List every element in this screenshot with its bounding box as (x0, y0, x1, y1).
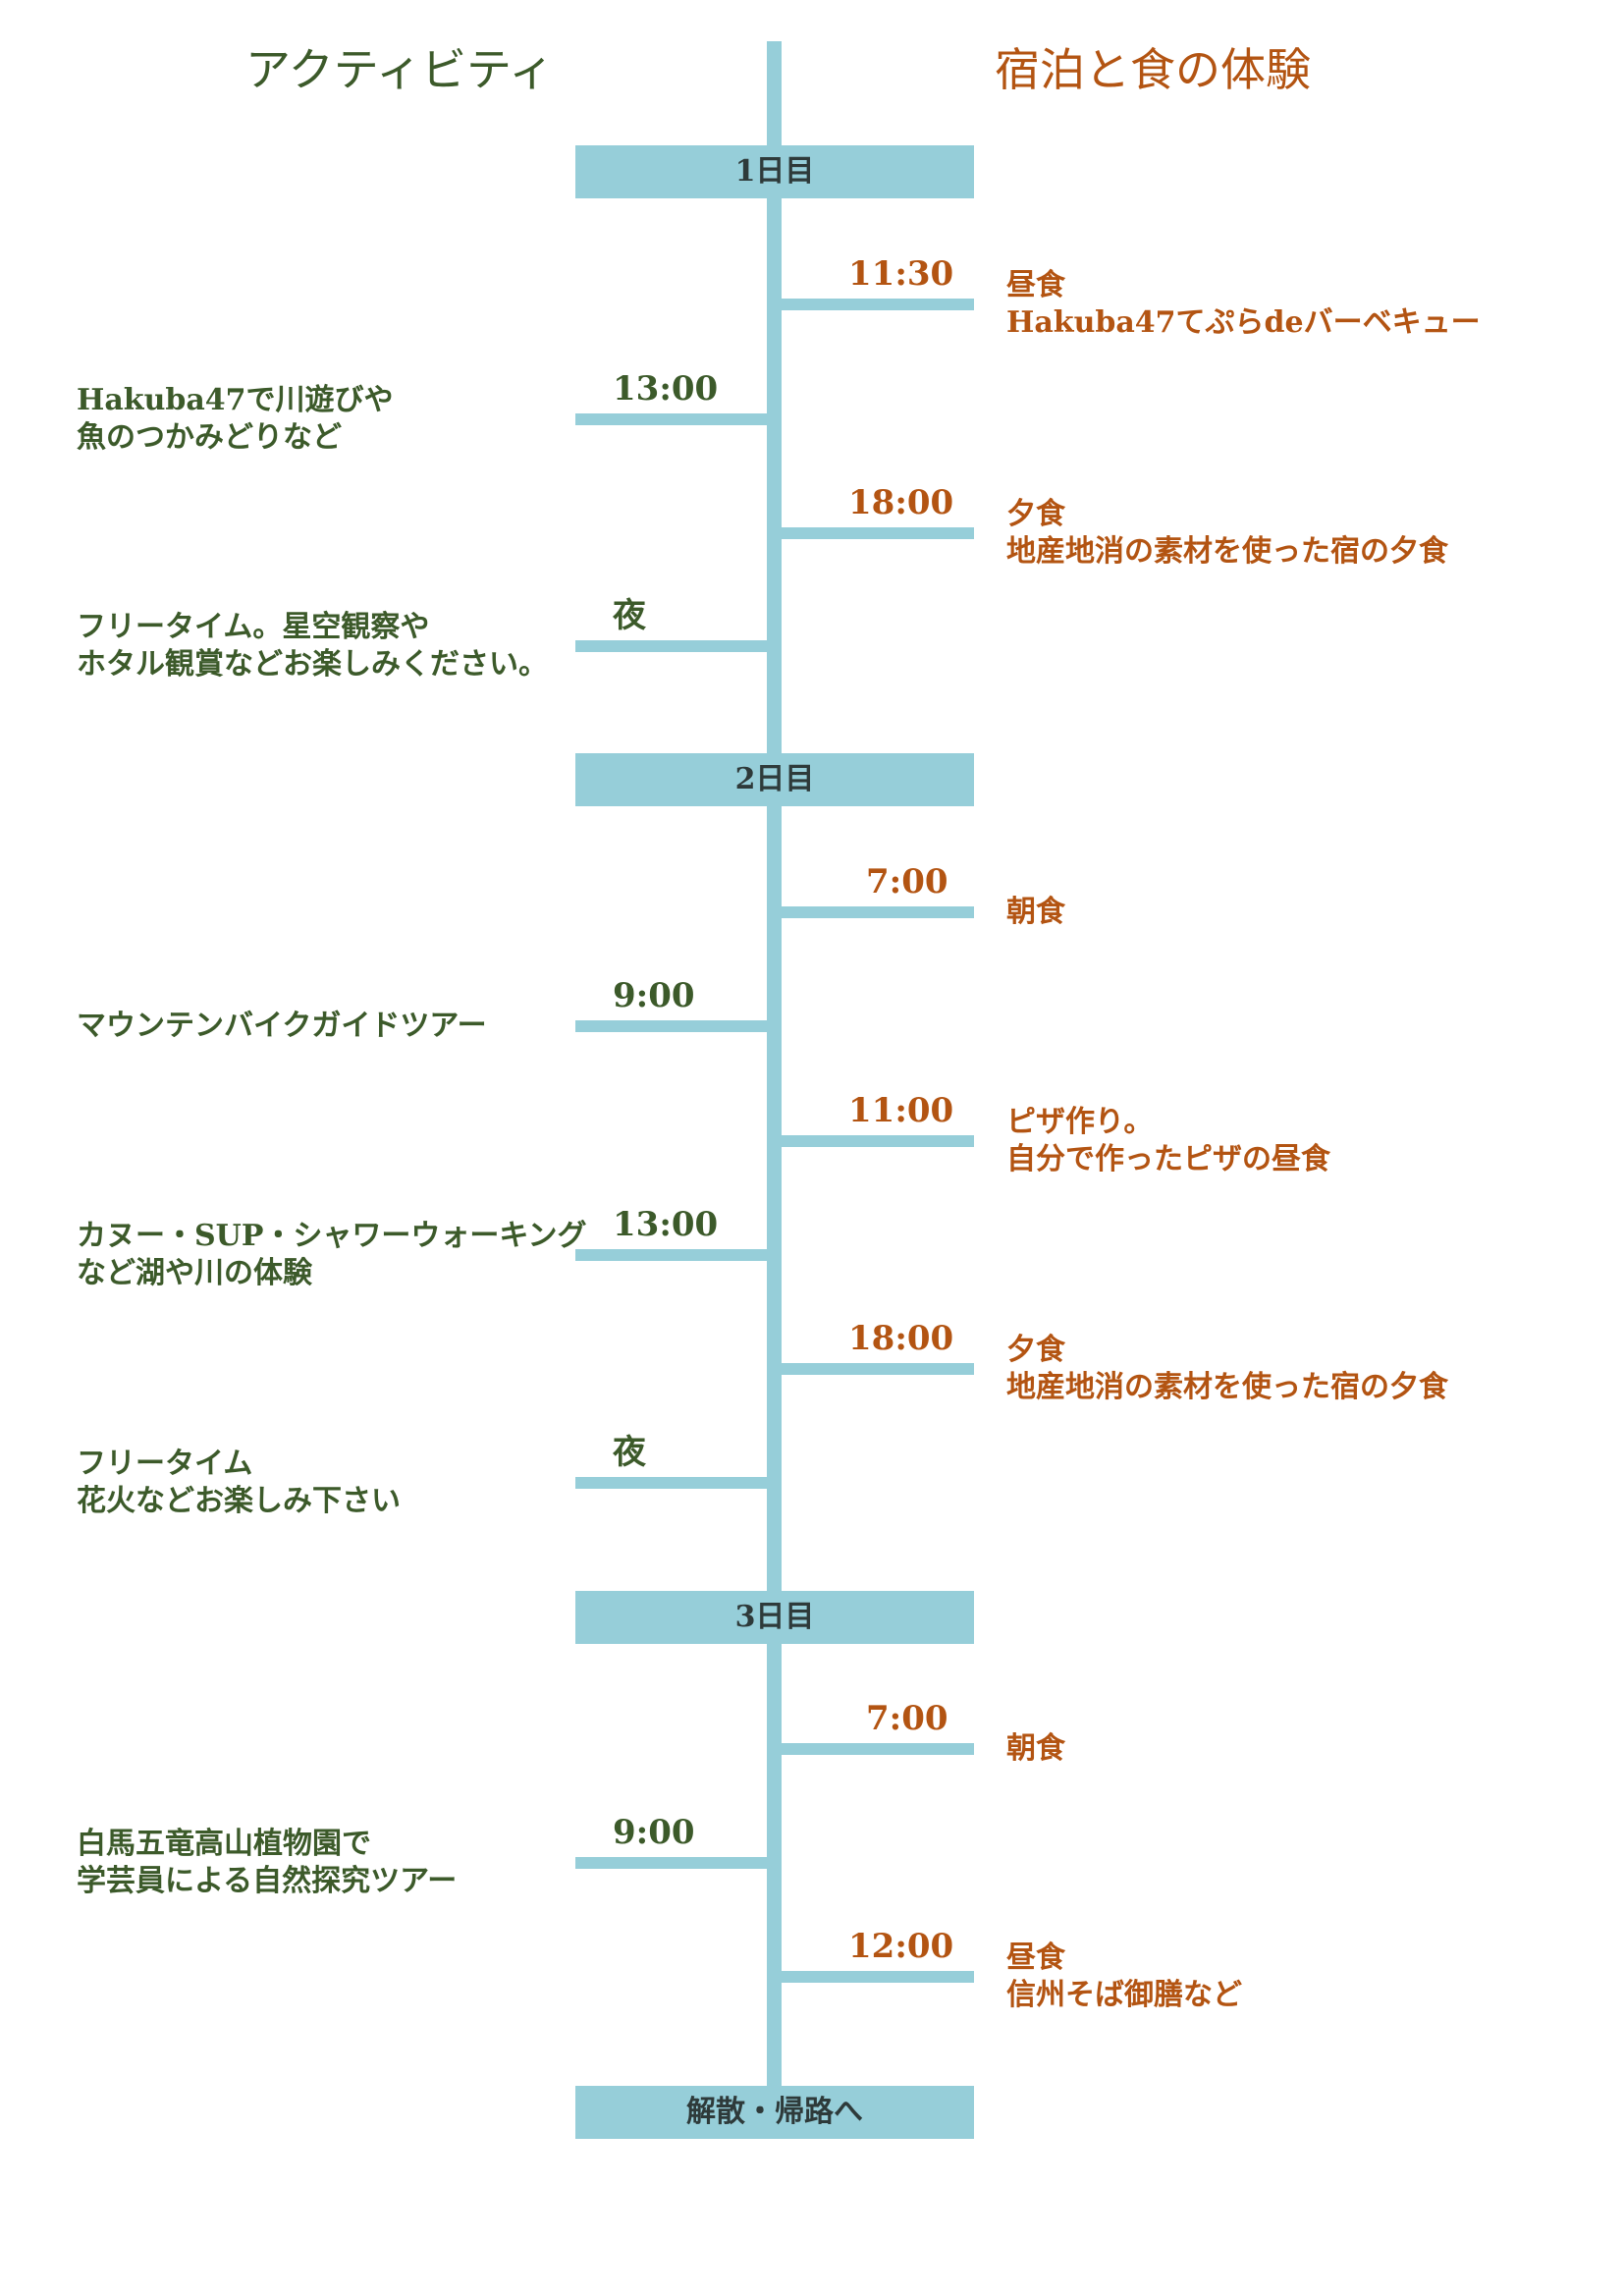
activity-event-desc: フリータイム 花火などお楽しみ下さい (77, 1446, 401, 1520)
food-event-desc: 夕食 地産地消の素材を使った宿の夕食 (1006, 1332, 1448, 1406)
timeline-tick (778, 1743, 974, 1755)
food-event-desc: ピザ作り。 自分で作ったピザの昼食 (1006, 1104, 1330, 1178)
desc-line: カヌー・SUP・シャワーウォーキング (77, 1219, 587, 1253)
desc-line: 昼食 (1006, 268, 1065, 302)
desc-line: 夕食 (1006, 1333, 1065, 1367)
timeline-tick (575, 1857, 772, 1869)
desc-line: 自分で作ったピザの昼食 (1006, 1142, 1330, 1176)
activity-event-desc: Hakuba47で川遊びや 魚のつかみどりなど (77, 382, 394, 457)
food-event-desc: 夕食 地産地消の素材を使った宿の夕食 (1006, 496, 1448, 571)
desc-line: Hakuba47で川遊びや (77, 383, 394, 417)
event-time: 12:00 (848, 1927, 954, 1966)
timeline-tick (778, 906, 974, 918)
desc-line: フリータイム。星空観察や (77, 610, 430, 644)
activity-column-title: アクティビティ (245, 43, 555, 96)
food-event-desc: 昼食 Hakuba47てぷらdeバーベキュー (1006, 267, 1481, 342)
desc-line: 花火などお楽しみ下さい (77, 1484, 401, 1518)
desc-line: など湖や川の体験 (77, 1256, 312, 1290)
food-event-desc: 朝食 (1006, 894, 1065, 931)
lodging-food-column-title: 宿泊と食の体験 (995, 43, 1311, 96)
timeline-tick (575, 413, 772, 425)
day-1-marker: 1日目 (575, 145, 974, 198)
event-time: 18:00 (848, 483, 954, 522)
event-time: 11:00 (848, 1091, 954, 1130)
event-time: 夜 (613, 1433, 646, 1472)
desc-line: 地産地消の素材を使った宿の夕食 (1006, 1370, 1448, 1404)
desc-line: Hakuba47てぷらdeバーベキュー (1006, 305, 1481, 340)
event-time: 11:30 (848, 254, 954, 294)
event-time: 9:00 (613, 1813, 695, 1852)
desc-line: ピザ作り。 (1006, 1105, 1154, 1139)
desc-line: 魚のつかみどりなど (77, 420, 342, 455)
event-time: 9:00 (613, 976, 695, 1015)
timeline-spine (767, 41, 782, 2113)
desc-line: 学芸員による自然探究ツアー (77, 1864, 458, 1898)
event-time: 夜 (613, 596, 646, 635)
desc-line: ホタル観賞などお楽しみください。 (77, 647, 548, 682)
desc-line: フリータイム (77, 1447, 253, 1481)
timeline-tick (575, 1477, 772, 1489)
timeline-tick (778, 1971, 974, 1983)
timeline-tick (575, 640, 772, 652)
timeline-tick (778, 299, 974, 310)
activity-event-desc: フリータイム。星空観察や ホタル観賞などお楽しみください。 (77, 609, 548, 683)
activity-event-desc: 白馬五竜高山植物園で 学芸員による自然探究ツアー (77, 1826, 457, 1900)
activity-event-desc: カヌー・SUP・シャワーウォーキング など湖や川の体験 (77, 1218, 587, 1292)
desc-line: 信州そば御膳など (1006, 1978, 1242, 2012)
event-time: 7:00 (866, 1699, 948, 1738)
event-time: 13:00 (613, 369, 719, 409)
desc-line: 朝食 (1006, 1731, 1065, 1766)
departure-marker: 解散・帰路へ (575, 2086, 974, 2139)
day-3-marker: 3日目 (575, 1591, 974, 1644)
food-event-desc: 朝食 (1006, 1730, 1065, 1768)
desc-line: 夕食 (1006, 497, 1065, 531)
event-time: 13:00 (613, 1205, 719, 1244)
desc-line: 白馬五竜高山植物園で (77, 1827, 371, 1861)
timeline-tick (575, 1020, 772, 1032)
desc-line: 地産地消の素材を使った宿の夕食 (1006, 534, 1448, 569)
day-2-marker: 2日目 (575, 753, 974, 806)
activity-event-desc: マウンテンバイクガイドツアー (77, 1008, 487, 1045)
event-time: 18:00 (848, 1319, 954, 1358)
desc-line: 昼食 (1006, 1941, 1065, 1975)
timeline-tick (778, 527, 974, 539)
desc-line: 朝食 (1006, 895, 1065, 929)
timeline-tick (575, 1249, 772, 1261)
desc-line: マウンテンバイクガイドツアー (77, 1009, 487, 1043)
event-time: 7:00 (866, 862, 948, 902)
food-event-desc: 昼食 信州そば御膳など (1006, 1940, 1242, 2014)
timeline-tick (778, 1135, 974, 1147)
timeline-tick (778, 1363, 974, 1375)
